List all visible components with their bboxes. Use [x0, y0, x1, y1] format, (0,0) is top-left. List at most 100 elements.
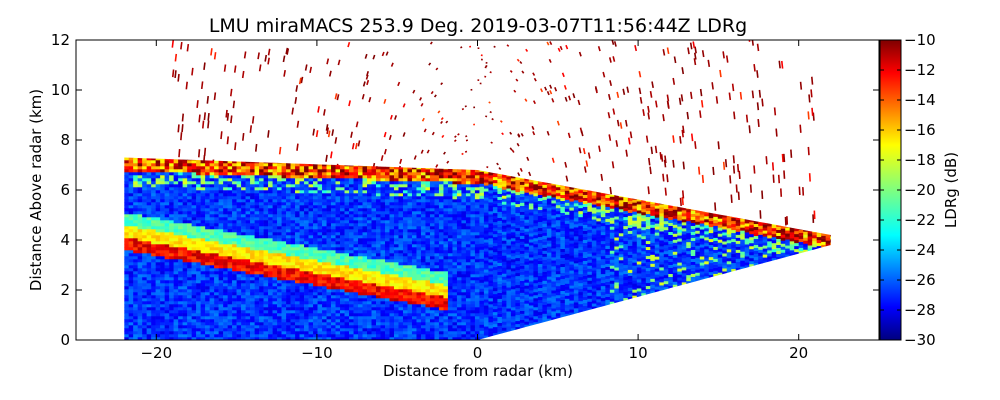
- ldr-cell: [308, 205, 314, 209]
- ldr-cell: [425, 247, 431, 251]
- ldr-cell: [376, 253, 381, 257]
- ldr-cell: [187, 295, 192, 299]
- ldr-cell: [146, 280, 152, 284]
- ldr-cell: [142, 166, 147, 170]
- ldr-cell: [295, 262, 300, 266]
- ldr-cell: [218, 259, 224, 263]
- ldr-cell: [214, 289, 219, 293]
- ldr-cell: [218, 229, 224, 233]
- ldr-cell: [137, 271, 143, 275]
- sparse-echo: [461, 152, 464, 156]
- ldr-cell: [447, 259, 453, 263]
- sparse-echo: [613, 41, 617, 47]
- ldr-cell: [155, 157, 161, 161]
- ldr-cell: [322, 229, 327, 233]
- ldr-cell: [317, 169, 323, 173]
- ldr-cell: [290, 274, 296, 278]
- ldr-cell: [434, 280, 440, 284]
- ldr-cell: [146, 166, 152, 170]
- ldr-cell: [438, 247, 444, 251]
- ldr-cell: [187, 334, 192, 338]
- ldr-cell: [200, 238, 206, 242]
- ldr-cell: [164, 160, 170, 164]
- ldr-cell: [362, 268, 368, 272]
- ldr-cell: [349, 193, 354, 197]
- ldr-cell: [434, 301, 440, 305]
- ldr-cell: [376, 199, 381, 203]
- ldr-cell: [191, 202, 197, 206]
- ldr-cell: [250, 202, 255, 206]
- ldr-cell: [151, 274, 156, 278]
- ldr-cell: [443, 259, 449, 263]
- ldr-cell: [420, 259, 426, 263]
- ldr-cell: [420, 193, 426, 197]
- ldr-cell: [393, 280, 399, 284]
- sparse-echo: [254, 143, 258, 152]
- ldr-cell: [389, 331, 395, 335]
- ldr-cell: [425, 229, 431, 233]
- sparse-echo: [807, 146, 810, 156]
- ldr-cell: [353, 232, 359, 236]
- ldr-cell: [416, 217, 422, 221]
- ldr-cell: [200, 316, 206, 320]
- ldr-cell: [389, 313, 395, 317]
- ldr-cell: [200, 196, 206, 200]
- ldr-cell: [263, 166, 269, 170]
- ldr-cell: [367, 190, 372, 194]
- ldr-cell: [241, 316, 246, 320]
- ldr-cell: [461, 196, 467, 200]
- ldr-cell: [340, 199, 345, 203]
- ldr-cell: [214, 256, 219, 260]
- ldr-cell: [358, 232, 363, 236]
- ldr-cell: [286, 166, 291, 170]
- ldr-cell: [452, 283, 458, 287]
- ldr-cell: [335, 229, 341, 233]
- ldr-cell: [398, 274, 404, 278]
- ldr-cell: [281, 208, 287, 212]
- ldr-cell: [438, 325, 444, 329]
- ldr-cell: [146, 307, 152, 311]
- sparse-echo: [428, 62, 432, 66]
- ldr-cell: [304, 244, 309, 248]
- ldr-cell: [259, 301, 264, 305]
- ldr-cell: [164, 166, 170, 170]
- ldr-cell: [393, 169, 399, 173]
- ldr-cell: [411, 295, 417, 299]
- ldr-cell: [124, 274, 129, 278]
- ldr-cell: [326, 205, 332, 209]
- ldr-cell: [227, 289, 233, 293]
- ldr-cell: [308, 232, 314, 236]
- ldr-cell: [313, 313, 318, 317]
- ldr-cell: [376, 322, 381, 326]
- ldr-cell: [214, 322, 219, 326]
- ldr-cell: [200, 322, 206, 326]
- ldr-cell: [259, 271, 264, 275]
- ldr-cell: [447, 265, 453, 269]
- ldr-cell: [384, 253, 390, 257]
- ldr-cell: [447, 328, 453, 332]
- ldr-cell: [124, 286, 129, 290]
- ldr-cell: [308, 328, 314, 332]
- ldr-cell: [429, 298, 435, 302]
- ldr-cell: [358, 217, 363, 221]
- ldr-cell: [146, 319, 152, 323]
- ldr-cell: [384, 256, 390, 260]
- ldr-cell: [299, 196, 305, 200]
- ldr-cell: [447, 337, 453, 340]
- ldr-cell: [286, 241, 291, 245]
- ldr-cell: [317, 232, 323, 236]
- ldr-cell: [393, 337, 399, 340]
- ldr-cell: [389, 226, 395, 230]
- ldr-cell: [358, 214, 363, 218]
- ldr-cell: [331, 301, 336, 305]
- ldr-cell: [272, 268, 278, 272]
- ldr-cell: [443, 262, 449, 266]
- ldr-cell: [389, 232, 395, 236]
- ldr-cell: [160, 223, 165, 227]
- ldr-cell: [169, 277, 174, 281]
- ldr-cell: [272, 322, 278, 326]
- sparse-echo: [673, 56, 677, 64]
- ldr-cell: [313, 271, 318, 275]
- ldr-cell: [304, 193, 309, 197]
- ldr-cell: [470, 223, 476, 227]
